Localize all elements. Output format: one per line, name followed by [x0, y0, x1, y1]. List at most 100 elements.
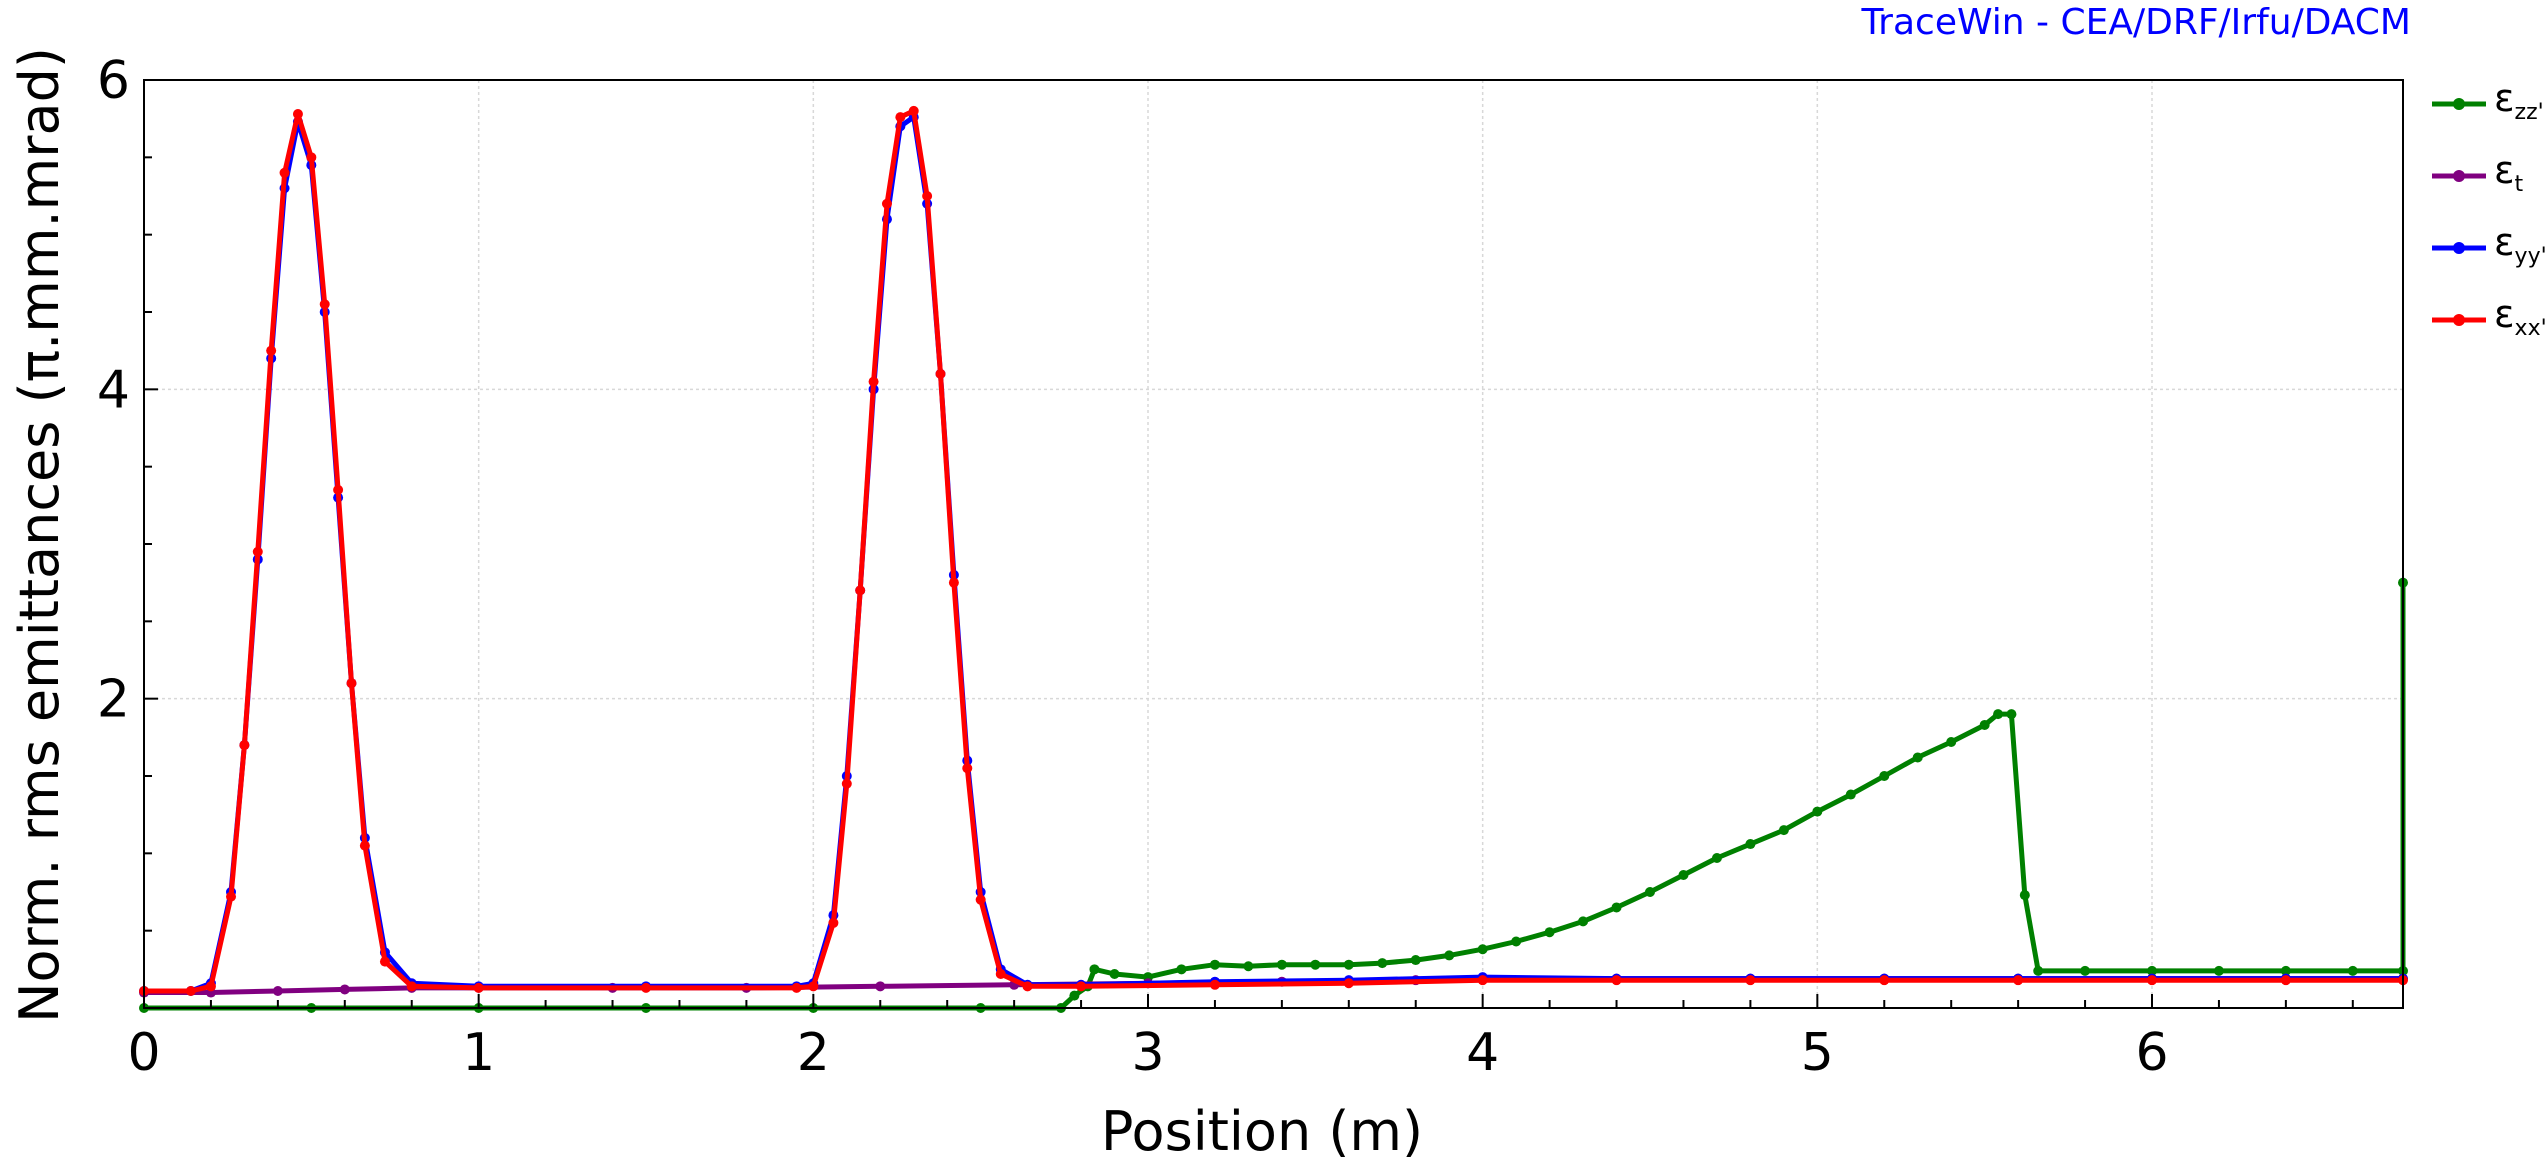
y-tick-label: 2: [97, 670, 130, 730]
legend-subscript: t: [2514, 172, 2524, 197]
data-point: [1377, 958, 1388, 969]
data-point: [1089, 964, 1100, 975]
data-point: [2147, 975, 2157, 986]
data-point: [205, 981, 216, 992]
legend-symbol: ε: [2494, 148, 2515, 192]
data-point: [1444, 950, 1455, 961]
legend-symbol: ε: [2494, 292, 2515, 336]
data-point: [808, 981, 819, 992]
x-tick-label: 2: [797, 1023, 830, 1083]
data-point: [319, 299, 330, 310]
legend: εzz' εt εyy' εxx': [2430, 76, 2548, 368]
data-point: [975, 894, 986, 905]
data-point: [1410, 955, 1421, 966]
data-point: [1946, 736, 1957, 747]
data-point: [306, 152, 317, 163]
legend-label: εyy': [2494, 220, 2547, 269]
data-point: [875, 981, 886, 992]
legend-swatch: [2432, 314, 2486, 326]
legend-item: εxx': [2430, 292, 2548, 368]
data-point: [1678, 869, 1689, 880]
data-point: [1109, 968, 1120, 979]
data-point: [908, 105, 919, 116]
series-line: [144, 108, 2403, 994]
x-tick-label: 1: [462, 1023, 495, 1083]
data-point: [868, 376, 879, 387]
legend-swatch-marker: [2453, 242, 2465, 254]
data-point: [791, 982, 802, 993]
data-point: [2280, 965, 2291, 976]
data-point: [995, 968, 1006, 979]
data-point: [1310, 959, 1321, 970]
legend-swatch-marker: [2453, 170, 2465, 182]
x-tick-label: 5: [1801, 1023, 1834, 1083]
data-point: [473, 982, 484, 993]
legend-label: εt: [2494, 148, 2523, 197]
data-point: [1209, 979, 1220, 990]
data-point: [2033, 965, 2044, 976]
data-point: [2006, 709, 2017, 720]
legend-swatch-marker: [2453, 314, 2465, 326]
data-point: [1578, 916, 1589, 927]
data-point: [239, 740, 250, 751]
data-point: [855, 585, 866, 596]
x-tick-label: 3: [1131, 1023, 1164, 1083]
legend-subscript: xx': [2514, 316, 2547, 341]
data-point: [2147, 965, 2157, 976]
data-point: [1511, 936, 1522, 947]
legend-swatch-marker: [2453, 98, 2465, 110]
legend-subscript: zz': [2514, 100, 2544, 125]
legend-swatch: [2432, 98, 2486, 110]
x-tick-label: 0: [127, 1023, 160, 1083]
data-point: [2213, 965, 2224, 976]
legend-symbol: ε: [2494, 76, 2515, 120]
y-tick-label: 6: [97, 51, 130, 111]
data-point: [1076, 981, 1087, 992]
data-point: [252, 546, 263, 557]
data-point: [1176, 964, 1187, 975]
data-point: [1711, 852, 1722, 863]
data-point: [1477, 944, 1488, 955]
axis-ticks: [143, 79, 2354, 1009]
data-point: [2019, 890, 2030, 901]
data-point: [1022, 981, 1033, 992]
data-point: [1209, 959, 1220, 970]
legend-label: εxx': [2494, 292, 2547, 341]
data-point: [2280, 975, 2291, 986]
plot-frame: [143, 79, 2404, 1009]
data-point: [641, 982, 651, 993]
series-4: [139, 105, 2408, 996]
data-point: [226, 891, 237, 902]
legend-symbol: ε: [2494, 220, 2515, 264]
data-point: [1912, 752, 1923, 763]
series-line: [144, 582, 2406, 1011]
data-point: [1477, 975, 1488, 986]
data-point: [841, 778, 852, 789]
data-point: [359, 840, 370, 851]
data-point: [339, 984, 350, 995]
data-point: [828, 917, 839, 928]
data-point: [1979, 719, 1990, 730]
series-line: [144, 114, 2403, 994]
legend-item: εt: [2430, 148, 2548, 224]
legend-item: εzz': [2430, 76, 2548, 152]
data-point: [1611, 975, 1622, 986]
data-point: [1243, 961, 1254, 972]
x-tick-label: 4: [1466, 1023, 1499, 1083]
data-point: [1069, 990, 1080, 1001]
data-point: [346, 678, 357, 689]
x-axis-label: Position (m): [1101, 1100, 1423, 1160]
data-point: [922, 191, 933, 201]
data-point: [272, 985, 283, 996]
data-point: [379, 956, 390, 967]
data-point: [1993, 709, 2004, 720]
data-point: [2080, 965, 2091, 976]
data-point: [1343, 959, 1354, 970]
grid-lines: [144, 79, 2403, 1008]
data-point: [1611, 902, 1622, 913]
data-point: [2013, 975, 2024, 986]
data-point: [948, 577, 959, 588]
data-point: [1745, 839, 1756, 850]
data-point: [1276, 959, 1287, 970]
data-point: [279, 167, 290, 178]
